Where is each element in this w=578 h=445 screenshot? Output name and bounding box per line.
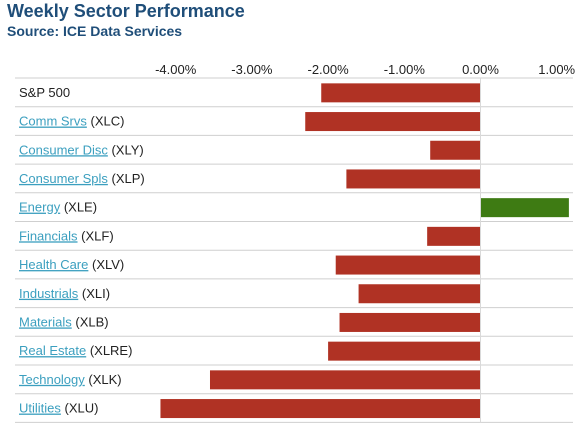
ticker-label: (XLC) — [87, 114, 125, 129]
bar — [358, 284, 481, 304]
bar — [430, 140, 481, 160]
bar — [480, 198, 569, 218]
bar — [160, 399, 481, 419]
x-tick-label: 1.00% — [538, 62, 575, 77]
bar — [339, 312, 481, 332]
sector-link[interactable]: Energy — [19, 200, 61, 215]
ticker-label: (XLV) — [88, 257, 124, 272]
category-label[interactable]: Financials (XLF) — [19, 228, 114, 243]
sector-link[interactable]: Industrials — [19, 286, 79, 301]
ticker-label: (XLRE) — [86, 343, 132, 358]
bar — [427, 226, 481, 246]
sector-link[interactable]: Comm Srvs — [19, 114, 87, 129]
chart-title: Weekly Sector Performance — [7, 1, 245, 21]
bar — [209, 370, 481, 390]
category-label[interactable]: Real Estate (XLRE) — [19, 343, 132, 358]
ticker-label: (XLI) — [78, 286, 110, 301]
bar — [346, 169, 481, 189]
sector-link[interactable]: Utilities — [19, 401, 61, 416]
category-label[interactable]: Energy (XLE) — [19, 200, 97, 215]
sector-link[interactable]: Materials — [19, 314, 72, 329]
ticker-label: (XLU) — [61, 401, 99, 416]
x-tick-label: -4.00% — [155, 62, 197, 77]
sector-link[interactable]: Health Care — [19, 257, 88, 272]
bar — [305, 112, 481, 132]
ticker-label: (XLB) — [72, 314, 109, 329]
ticker-label: (XLF) — [78, 228, 114, 243]
ticker-label: (XLY) — [108, 142, 144, 157]
category-label[interactable]: Consumer Disc (XLY) — [19, 142, 144, 157]
sector-link[interactable]: Consumer Spls — [19, 171, 108, 186]
category-label[interactable]: Materials (XLB) — [19, 314, 109, 329]
bar — [321, 83, 481, 103]
x-tick-label: -3.00% — [231, 62, 273, 77]
sector-link[interactable]: Technology — [19, 372, 85, 387]
x-tick-label: 0.00% — [462, 62, 499, 77]
sector-link[interactable]: Consumer Disc — [19, 142, 108, 157]
x-tick-label: -2.00% — [307, 62, 349, 77]
category-label: S&P 500 — [19, 85, 70, 100]
chart-source: Source: ICE Data Services — [7, 23, 183, 39]
ticker-label: (XLE) — [60, 200, 97, 215]
category-label[interactable]: Health Care (XLV) — [19, 257, 124, 272]
sector-link[interactable]: Real Estate — [19, 343, 86, 358]
bar — [328, 341, 481, 361]
ticker-label: (XLK) — [85, 372, 122, 387]
index-name: S&P 500 — [19, 85, 70, 100]
category-label[interactable]: Consumer Spls (XLP) — [19, 171, 145, 186]
sector-link[interactable]: Financials — [19, 228, 78, 243]
ticker-label: (XLP) — [108, 171, 145, 186]
category-label[interactable]: Technology (XLK) — [19, 372, 122, 387]
x-tick-label: -1.00% — [384, 62, 426, 77]
category-label[interactable]: Comm Srvs (XLC) — [19, 114, 124, 129]
category-label[interactable]: Utilities (XLU) — [19, 401, 98, 416]
bar — [335, 255, 481, 275]
category-label[interactable]: Industrials (XLI) — [19, 286, 110, 301]
